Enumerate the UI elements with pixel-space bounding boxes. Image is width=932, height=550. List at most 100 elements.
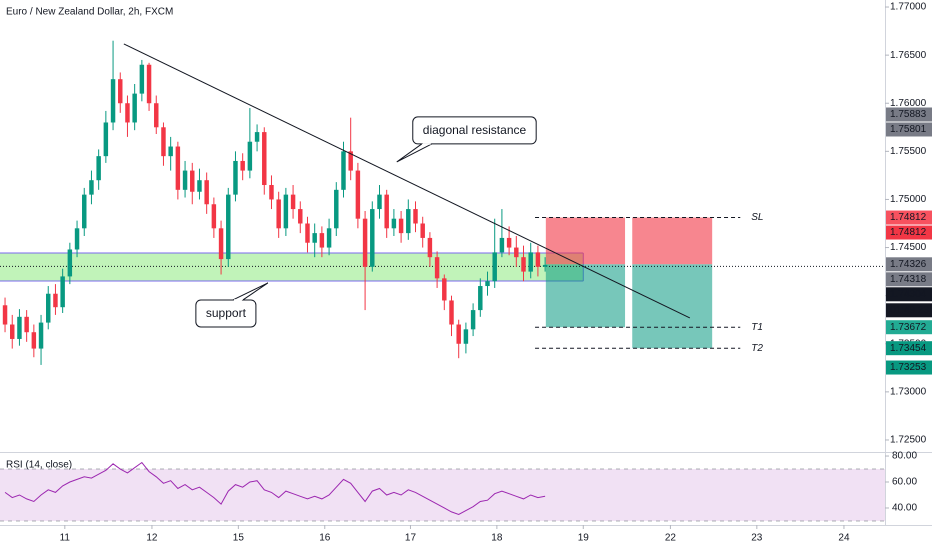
target-zone	[632, 264, 713, 349]
x-tick-label: 22	[665, 533, 677, 544]
candle-body	[499, 237, 505, 253]
candle-body	[528, 252, 533, 272]
x-tick-label: 23	[751, 533, 763, 544]
candle-body	[262, 132, 267, 186]
y-tick-label: 1.76500	[890, 50, 927, 61]
level-label: SL	[751, 212, 763, 223]
candle-body	[449, 300, 454, 325]
candle-body	[413, 209, 418, 224]
callout-text: diagonal resistance	[423, 123, 527, 137]
candle-body	[283, 194, 289, 229]
candle-body	[110, 79, 116, 123]
rsi-tick-label: 40.00	[892, 503, 917, 514]
candle-body	[182, 170, 188, 190]
candle-body	[103, 122, 109, 157]
candle-body	[391, 218, 397, 229]
level-label: T2	[751, 343, 763, 354]
candle-body	[132, 93, 137, 123]
candle-body	[46, 293, 51, 323]
callout: support	[195, 282, 269, 328]
y-tick-label: 1.73000	[890, 387, 927, 398]
price-tag-bg	[886, 287, 932, 302]
trendline	[123, 43, 691, 319]
y-tick-label: 1.75500	[890, 146, 927, 157]
support-zone	[0, 253, 584, 282]
callout-box	[412, 116, 537, 145]
candle-body	[398, 218, 404, 234]
candle-body	[514, 247, 519, 258]
price-tag: 1.74812	[890, 227, 927, 238]
candle-body	[492, 252, 497, 282]
callout-text: support	[206, 306, 247, 320]
price-tag: 1.73672	[890, 322, 927, 333]
price-tag: 1.73253	[890, 362, 927, 373]
candle-body	[434, 257, 440, 279]
callout: diagonal resistance	[396, 116, 537, 163]
price-tag-bg	[886, 320, 932, 335]
candle-body	[139, 64, 145, 94]
price-tag-bg	[886, 257, 932, 272]
x-tick-label: 19	[578, 533, 590, 544]
price-tag-bg	[886, 272, 932, 287]
candle-body	[74, 228, 80, 250]
callout-box	[195, 299, 257, 328]
price-tag-bg	[886, 341, 932, 356]
price-tag: 1.74326	[890, 259, 927, 270]
candle-body	[478, 286, 483, 311]
y-tick-label: 1.75000	[890, 194, 927, 205]
candle-body	[456, 324, 461, 344]
rsi-tick-label: 60.00	[892, 477, 917, 488]
candle-body	[420, 223, 425, 238]
candle-body	[362, 218, 368, 267]
x-tick-label: 24	[838, 533, 850, 544]
candle-body	[218, 228, 224, 260]
candle-body	[542, 264, 548, 267]
price-tag-bg	[886, 360, 932, 375]
candle-body	[326, 228, 332, 248]
price-tag-bg	[886, 122, 932, 137]
candle-body	[254, 132, 260, 142]
candle-body	[370, 209, 375, 267]
price-tag: 1.74304	[890, 289, 927, 300]
price-tag-bg	[886, 225, 932, 240]
x-tick-label: 18	[491, 533, 503, 544]
price-tag-bg	[886, 210, 932, 225]
candle-body	[175, 146, 181, 190]
candle-body	[226, 194, 231, 260]
candle-body	[384, 194, 389, 229]
target-zone	[545, 264, 626, 328]
candle-body	[298, 209, 303, 224]
candle-body	[168, 146, 173, 157]
candle-body	[276, 199, 281, 229]
candle-body	[10, 324, 15, 339]
candle-body	[125, 103, 130, 123]
stop-zone	[545, 217, 626, 265]
candle-body	[82, 194, 87, 229]
candle-body	[53, 293, 58, 308]
candle-body	[290, 194, 296, 210]
candle-body	[463, 329, 469, 344]
candle-body	[406, 209, 411, 234]
candle-body	[506, 237, 512, 248]
candle-body	[470, 310, 476, 330]
candle-body	[96, 156, 101, 181]
rsi-band	[0, 469, 885, 521]
candle-body	[89, 180, 94, 195]
rsi-label: RSI (14, close)	[6, 460, 72, 471]
candle-body	[355, 170, 361, 219]
y-tick-label: 1.72500	[890, 435, 927, 446]
price-tag: 1.74318	[890, 274, 927, 285]
candle-body	[24, 316, 29, 333]
x-tick-label: 11	[60, 533, 71, 544]
candle-body	[118, 79, 123, 104]
x-tick-label: 12	[146, 533, 158, 544]
y-tick-label: 1.74500	[890, 242, 927, 253]
candle-body	[67, 249, 73, 277]
candle-body	[312, 233, 317, 243]
rsi-tick-label: 80.00	[892, 451, 917, 462]
candle-body	[190, 170, 195, 192]
price-tag: 1.75883	[890, 109, 927, 120]
candle-body	[442, 278, 447, 301]
y-tick-label: 1.77000	[890, 2, 927, 13]
